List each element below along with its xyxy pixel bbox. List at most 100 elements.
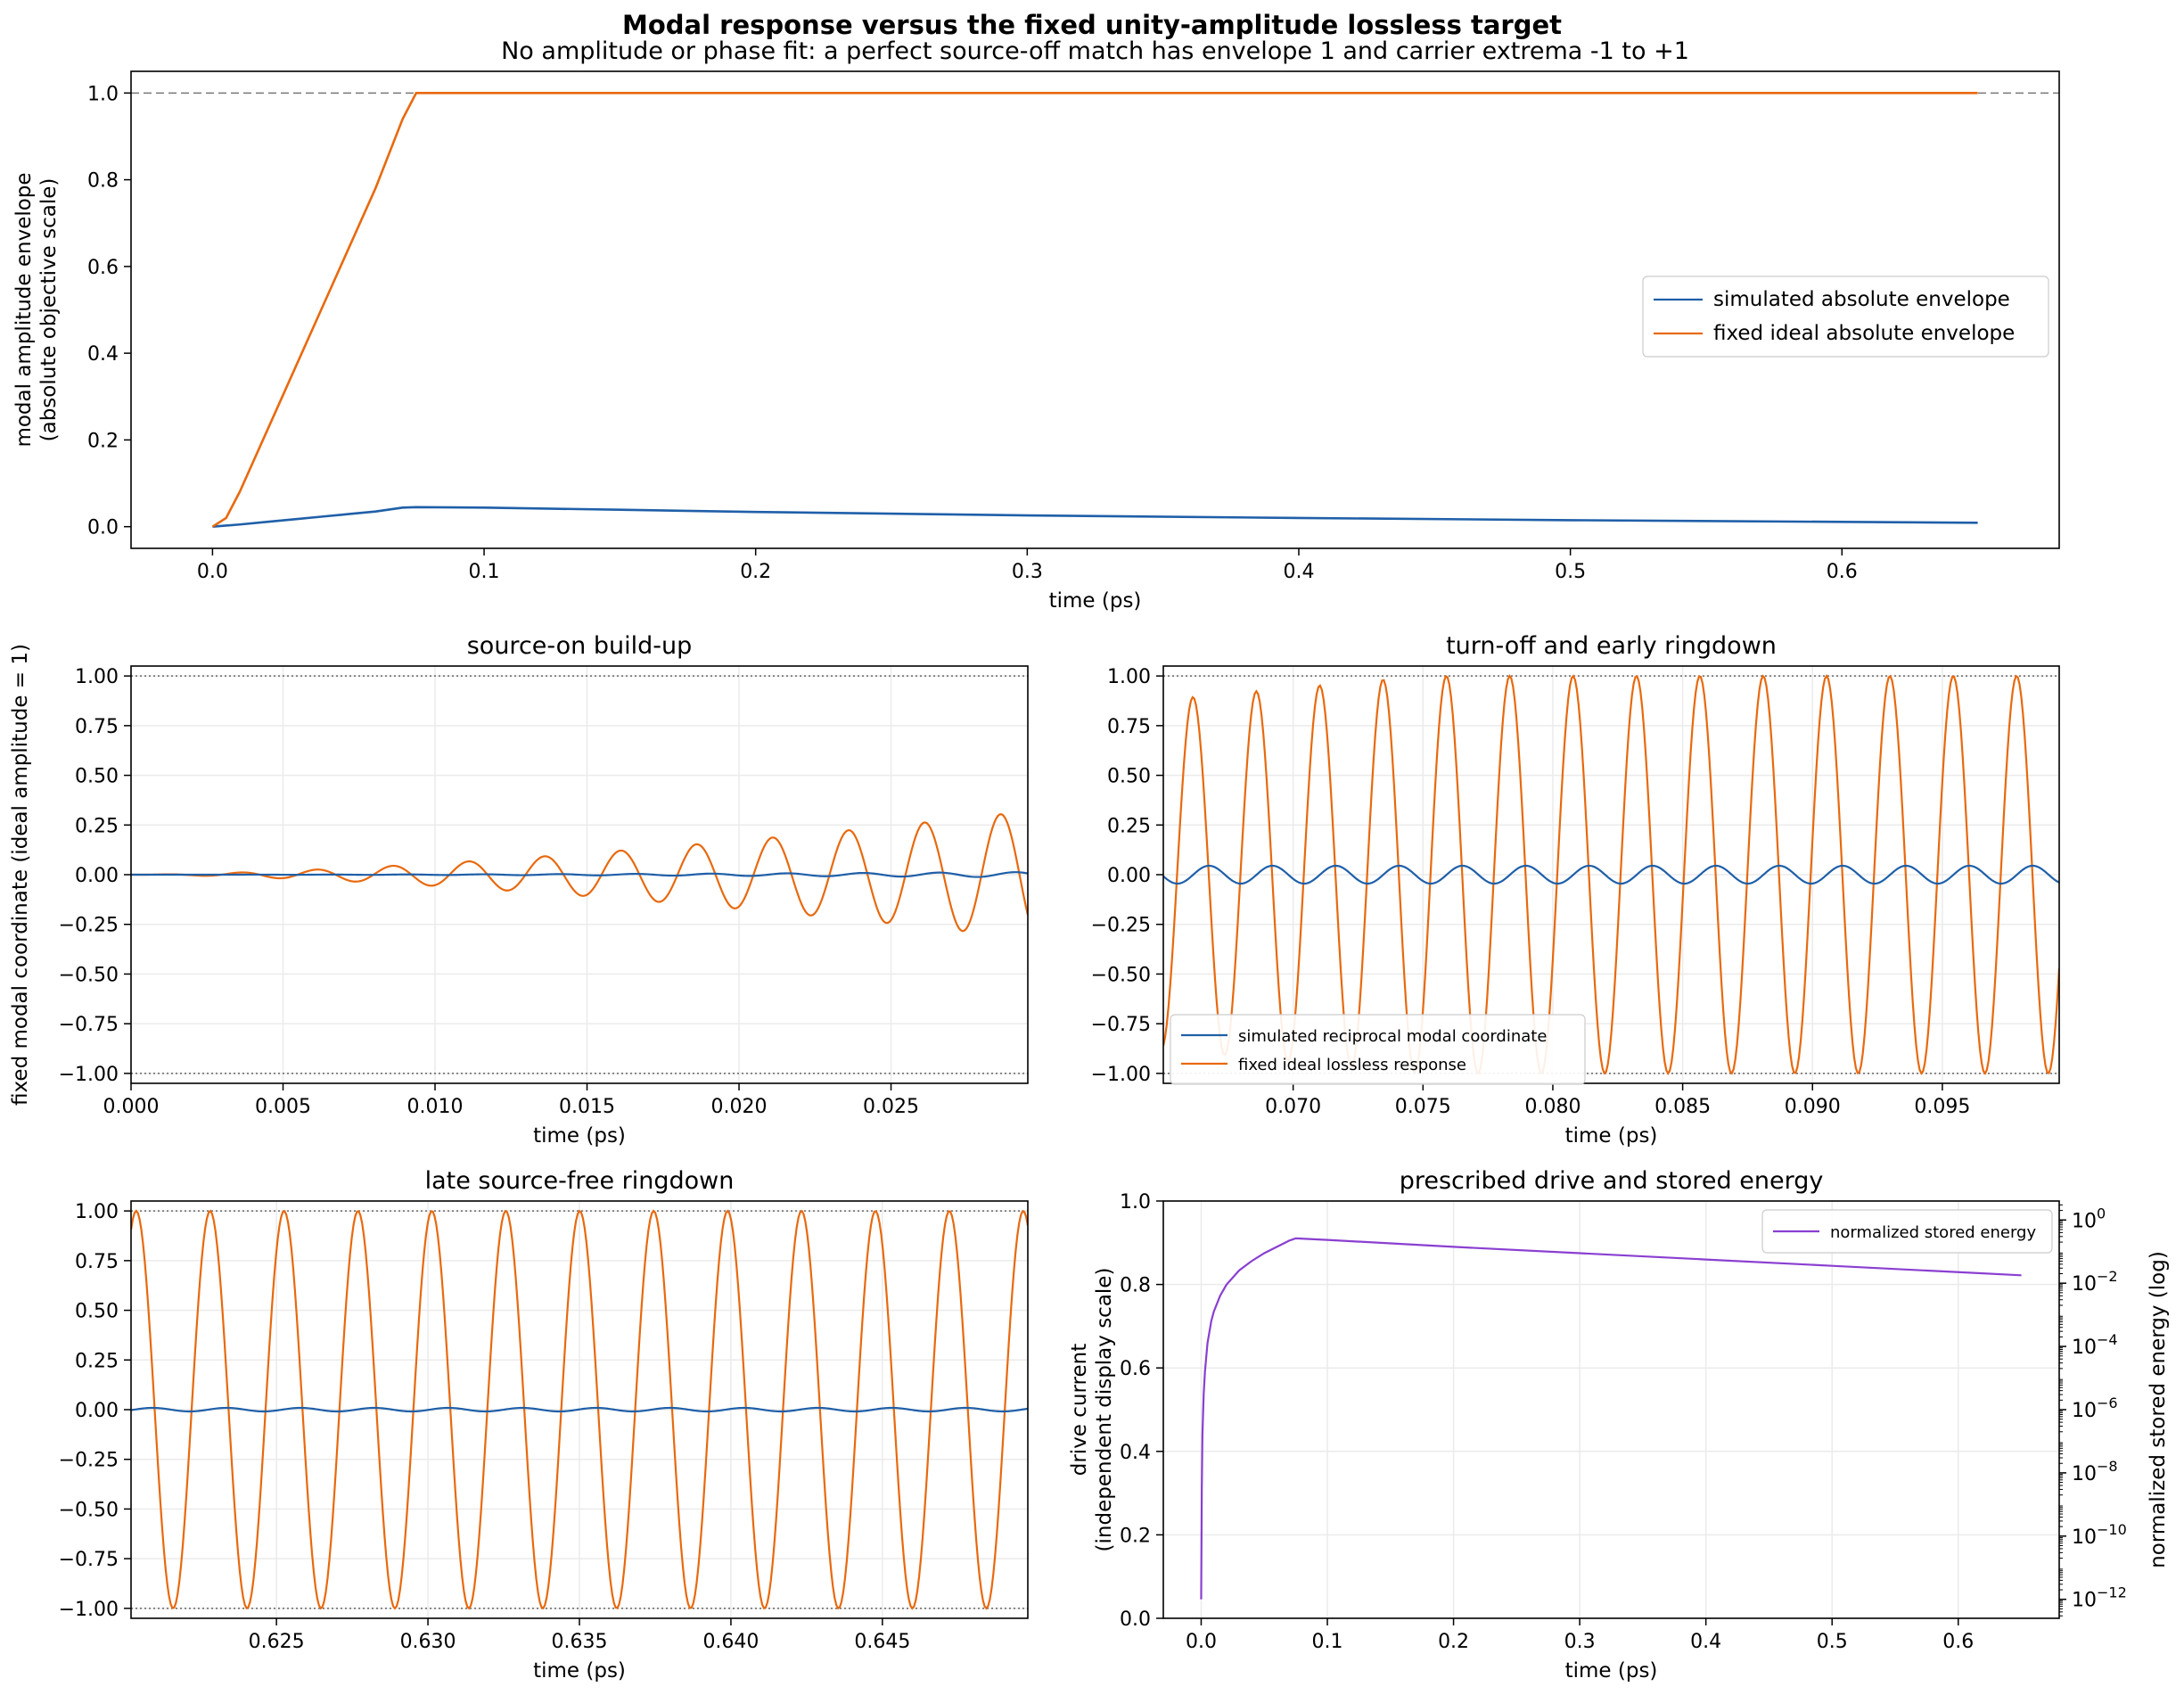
y-tick-label: 0.00 [75, 1400, 119, 1422]
y-tick-label: −1.00 [59, 1599, 119, 1621]
x-tick-label: 0.645 [854, 1631, 910, 1653]
legend-entry: fixed ideal absolute envelope [1713, 322, 2015, 345]
chart-turnoff: 0.070 0.075 0.080 0.085 0.090 0.095 −1.00 −0.75… [1091, 632, 2060, 1148]
chart-envelope: 0.0 0.1 0.2 0.3 0.4 0.5 0.6 0.0 0.2 0.4 0.6 0.8 1.0 N… [12, 37, 2060, 613]
y2-tick-label: 100 [2072, 1205, 2106, 1232]
x-tick-label: 0.070 [1265, 1096, 1321, 1118]
axes-title: No amplitude or phase fit: a perfect sou… [501, 37, 1689, 65]
series-ideal-response [131, 813, 1028, 933]
x-tick-label: 0.095 [1914, 1096, 1970, 1118]
y-tick-label: 1.0 [87, 83, 119, 105]
legend-box [1170, 1014, 1586, 1085]
y-tick-label: −0.25 [59, 915, 119, 937]
series-ideal-response [1163, 674, 2059, 1076]
y-tick-label: 0.25 [75, 1350, 119, 1372]
y-tick-label: 0.00 [1107, 865, 1151, 887]
y-tick-label: 0.75 [75, 1251, 119, 1273]
x-tick-label: 0.085 [1654, 1096, 1711, 1118]
x-tick-label: 0.015 [559, 1096, 615, 1118]
x-tick-label: 0.000 [103, 1096, 160, 1118]
y-tick-label: 0.6 [87, 257, 119, 279]
y-tick-label: −0.75 [59, 1549, 119, 1571]
y2-tick-label: 10−8 [2072, 1458, 2118, 1485]
y2-tick-label: 10−4 [2072, 1331, 2118, 1359]
x-tick-label: 0.6 [1942, 1631, 1974, 1653]
axes-frame [1162, 665, 2060, 1084]
y-tick-label: 0.6 [1120, 1358, 1151, 1380]
y-tick-label: 0.25 [1107, 815, 1151, 837]
x-tick-label: 0.0 [197, 561, 228, 583]
y-tick-label: 0.8 [87, 170, 119, 193]
y-tick-label: −0.75 [1091, 1014, 1151, 1036]
y-tick-label: 0.2 [1120, 1525, 1151, 1547]
y-tick-label: −0.50 [1091, 964, 1151, 986]
figure-title: Modal response versus the fixed unity-am… [622, 10, 1562, 40]
y-tick-label: −0.25 [1091, 915, 1151, 937]
y2-tick-label: 10−10 [2072, 1521, 2127, 1549]
x-tick-label: 0.025 [863, 1096, 919, 1118]
y-tick-label: −1.00 [59, 1064, 119, 1086]
y2-axis-label: normalized stored energy (log) [2147, 1251, 2170, 1568]
legend-entry: simulated absolute envelope [1713, 288, 2010, 311]
y-tick-label: −0.50 [59, 964, 119, 986]
legend-box [1761, 1209, 2053, 1254]
x-tick-label: 0.635 [552, 1631, 608, 1653]
y-tick-label: 0.0 [87, 517, 119, 539]
x-tick-label: 0.4 [1690, 1631, 1721, 1653]
y-tick-label: −0.25 [59, 1450, 119, 1472]
x-tick-label: 0.3 [1564, 1631, 1596, 1653]
y-tick-label: −0.50 [59, 1499, 119, 1521]
legend-box [1642, 276, 2049, 358]
series-ideal-envelope [211, 92, 1978, 528]
series-simulated-coordinate [131, 871, 1028, 878]
chart-late: 0.625 0.630 0.635 0.640 0.645 −1.00 −0.75 −0.50… [59, 1167, 1029, 1682]
x-tick-label: 0.080 [1524, 1096, 1581, 1118]
x-tick-label: 0.3 [1012, 561, 1043, 583]
y-axis-label: modal amplitude envelope(absolute object… [12, 172, 61, 447]
legend-entry: fixed ideal lossless response [1238, 1056, 1466, 1074]
axes-title: prescribed drive and stored energy [1400, 1167, 1824, 1195]
y-tick-label: 0.4 [1120, 1442, 1151, 1464]
chart-drive: 0.0 0.1 0.2 0.3 0.4 0.5 0.6 0.0 0.2 0.4 0.6 0.8 1.0 p… [1068, 1167, 2170, 1682]
x-axis-label: time (ps) [1565, 1659, 1658, 1682]
x-tick-label: 0.2 [740, 561, 771, 583]
y-axis-label: fixed modal coordinate (ideal amplitude … [9, 644, 32, 1106]
x-tick-label: 0.4 [1283, 561, 1314, 583]
series-simulated-coordinate [131, 1406, 1028, 1413]
series-ideal-response [131, 1209, 1028, 1610]
legend-entry: normalized stored energy [1830, 1223, 2036, 1242]
axes-title: late source-free ringdown [425, 1167, 735, 1195]
series-stored-energy [1200, 1237, 2022, 1600]
x-tick-label: 0.0 [1186, 1631, 1217, 1653]
axes-frame [1162, 1200, 2060, 1619]
y-tick-label: 1.00 [75, 1201, 119, 1223]
y-tick-label: 0.25 [75, 815, 119, 837]
x-tick-label: 0.5 [1555, 561, 1586, 583]
x-tick-label: 0.640 [702, 1631, 759, 1653]
x-axis-label: time (ps) [1565, 1124, 1658, 1148]
series-simulated-envelope [212, 506, 1978, 528]
axes-frame [130, 70, 2060, 549]
y-tick-label: 1.0 [1120, 1191, 1151, 1213]
x-tick-label: 0.075 [1395, 1096, 1451, 1118]
x-tick-label: 0.1 [1312, 1631, 1343, 1653]
y-tick-label: 0.4 [87, 343, 119, 366]
y-tick-label: −1.00 [1091, 1064, 1151, 1086]
y2-tick-label: 10−6 [2072, 1394, 2118, 1422]
y2-tick-label: 10−2 [2072, 1268, 2118, 1296]
y-tick-label: 1.00 [1107, 666, 1151, 688]
y-tick-label: 0.50 [75, 1301, 119, 1323]
x-tick-label: 0.020 [711, 1096, 768, 1118]
axes-title: turn-off and early ringdown [1446, 632, 1777, 660]
y-tick-label: 0.75 [1107, 716, 1151, 738]
x-tick-label: 0.625 [249, 1631, 305, 1653]
legend-entry: simulated reciprocal modal coordinate [1238, 1027, 1547, 1046]
x-tick-label: 0.090 [1785, 1096, 1841, 1118]
y-tick-label: 0.00 [75, 865, 119, 887]
y-tick-label: 0.75 [75, 716, 119, 738]
y-tick-label: −0.75 [59, 1014, 119, 1036]
x-axis-label: time (ps) [533, 1659, 626, 1682]
axes-title: source-on build-up [467, 632, 693, 660]
y2-tick-label: 10−12 [2072, 1584, 2127, 1612]
